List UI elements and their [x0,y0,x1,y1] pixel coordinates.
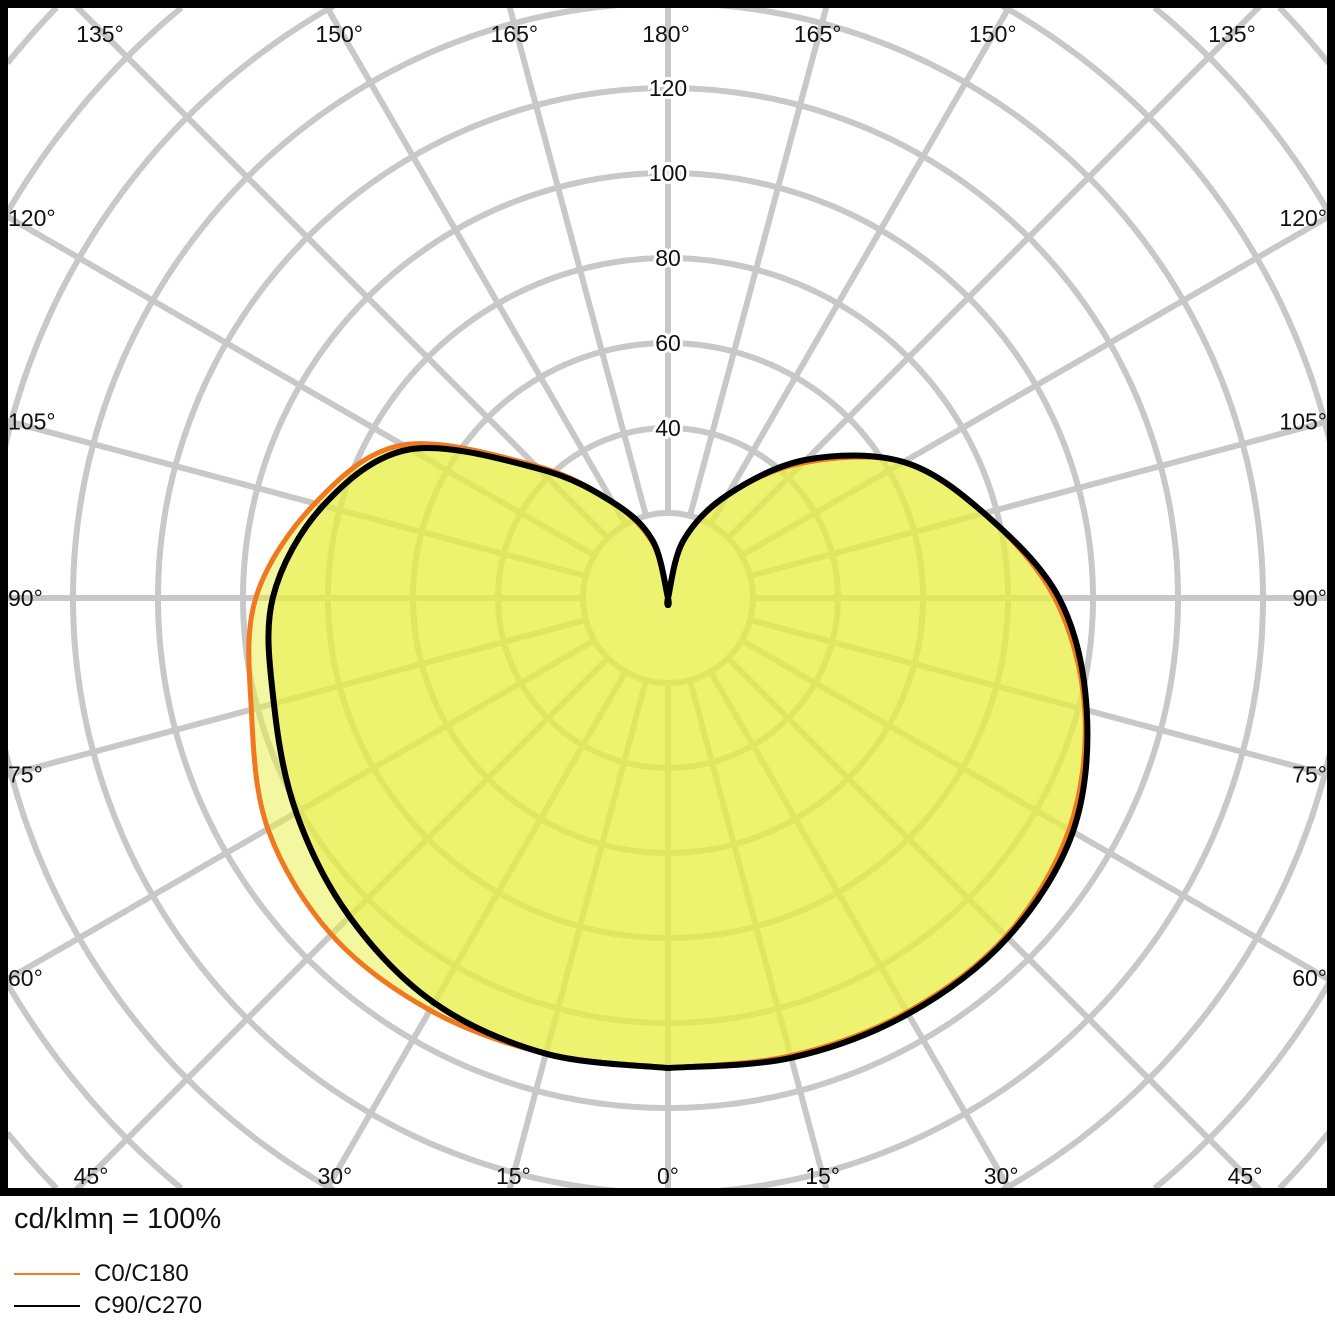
angle-label: 15° [496,1163,531,1189]
angle-label: 90° [1292,585,1327,611]
radial-labels: 40 60 80 100 120 [646,72,690,444]
angle-label: 0° [657,1163,679,1189]
radial-tick-label: 60 [655,330,681,356]
grid-spoke [707,4,1014,526]
radial-tick-label: 80 [655,245,681,271]
curves [246,441,1091,1072]
radial-tick-label: 120 [649,75,687,101]
angle-label: 120° [8,205,56,231]
angle-label: 30° [984,1163,1019,1189]
angle-label: 165° [491,21,539,47]
angle-label: 150° [969,21,1017,47]
angle-label: 30° [317,1163,352,1189]
angle-label: 135° [76,21,124,47]
radial-tick-label: 40 [655,415,681,441]
radial-tick-label: 100 [649,160,687,186]
grid-ring [4,4,1331,1192]
angle-label: 135° [1208,21,1256,47]
grid-spoke [725,4,1265,541]
angle-label: 15° [805,1163,840,1189]
grid-spoke [71,4,611,541]
angle-label: 75° [8,761,43,787]
angle-label: 120° [1279,205,1327,231]
angle-label: 105° [8,409,56,435]
angle-label: 90° [8,585,43,611]
angle-label: 60° [1292,965,1327,991]
unit-label: cd/klmη = 100% [14,1203,222,1235]
grid-spoke [322,4,629,526]
polar-intensity-chart: 135° 150° 165° 180° 165° 150° 135° 45° 30° 15° 0° 1… [0,0,1335,1196]
angle-label: 150° [315,21,363,47]
legend-swatch-orange [14,1273,80,1275]
legend-item-c0-c180: C0/C180 [14,1260,189,1288]
angle-label: 75° [1292,761,1327,787]
legend-item-c90-c270: C90/C270 [14,1292,202,1320]
plot-frame [0,0,1335,1196]
grid-ring [5,5,1331,1191]
grid-ring [4,5,1331,1191]
series-fill-1 [268,447,1088,1069]
angle-label: 165° [794,21,842,47]
grid-spoke [687,4,831,517]
grid-spoke [505,4,649,517]
series-line-c90-c270 [265,444,1091,1072]
angle-labels: 135° 150° 165° 180° 165° 150° 135° 45° 30° 15° 0° 1… [8,21,1327,1189]
legend-label: C90/C270 [94,1292,203,1319]
legend-label: C0/C180 [94,1260,189,1287]
angle-label: 45° [1228,1163,1263,1189]
angle-label: 105° [1279,409,1327,435]
angle-label: 45° [74,1163,109,1189]
angle-label: 60° [8,965,43,991]
legend-swatch-black [14,1305,80,1307]
angle-label: 180° [642,21,690,47]
